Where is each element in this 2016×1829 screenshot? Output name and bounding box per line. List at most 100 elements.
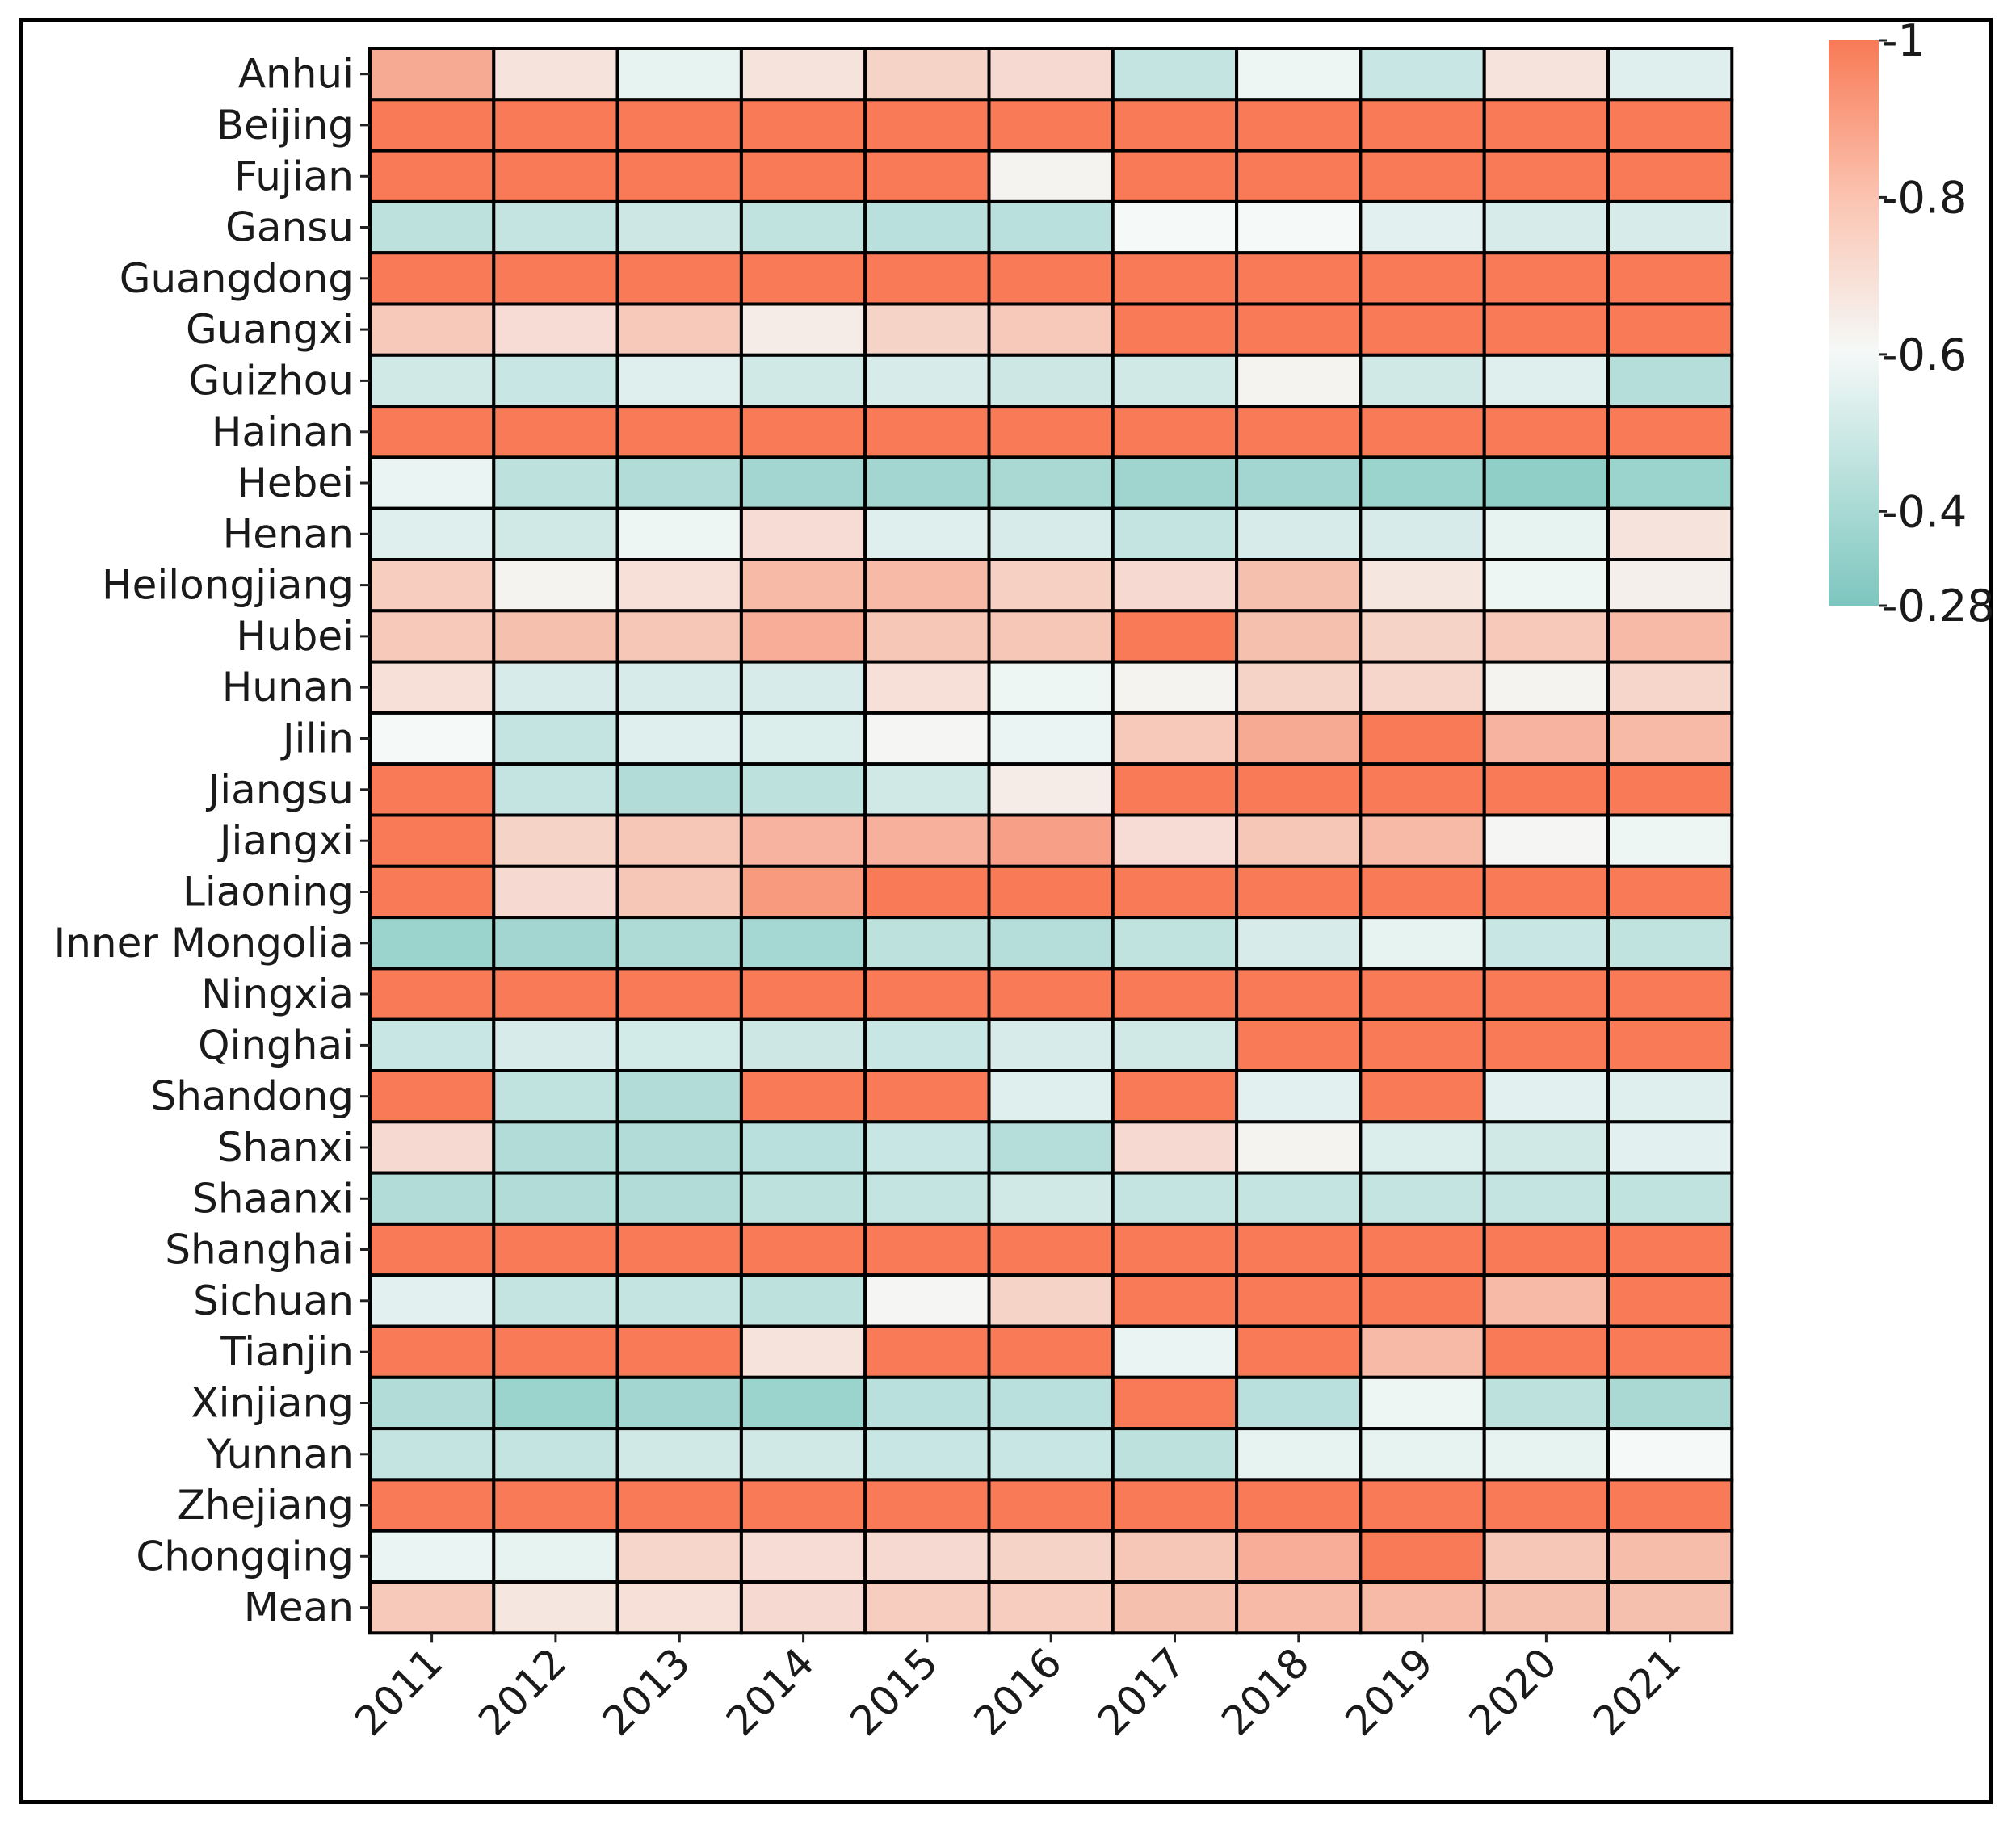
heatmap-cell-liaoning-2017 (1111, 864, 1239, 920)
heatmap-cell-henan-2021 (1606, 506, 1734, 562)
heatmap-cell-shanghai-2019 (1359, 1222, 1486, 1277)
row-label-beijing: Beijing (216, 102, 354, 149)
colorbar-label: -0.8 (1882, 172, 1967, 223)
heatmap-cell-liaoning-2019 (1359, 864, 1486, 920)
heatmap-cell-inner-mongolia-2016 (987, 916, 1115, 971)
heatmap-cell-jiangsu-2013 (615, 762, 743, 817)
heatmap-cell-hubei-2017 (1111, 609, 1239, 664)
heatmap-cell-hunan-2012 (492, 660, 620, 715)
heatmap-cell-shandong-2018 (1235, 1069, 1363, 1124)
row-label-jiangsu: Jiangsu (206, 766, 354, 813)
heatmap-cell-guizhou-2018 (1235, 353, 1363, 409)
heatmap-cell-ningxia-2020 (1482, 967, 1610, 1021)
heatmap-cell-guangdong-2014 (739, 251, 867, 306)
row-label-liaoning: Liaoning (183, 869, 354, 916)
heatmap-cell-shanxi-2016 (987, 1120, 1115, 1175)
heatmap-cell-shanghai-2014 (739, 1222, 867, 1277)
heatmap-cell-hunan-2018 (1235, 660, 1363, 715)
heatmap-cell-guangxi-2020 (1482, 302, 1610, 357)
heatmap-cell-liaoning-2018 (1235, 864, 1363, 920)
heatmap-cell-fujian-2014 (739, 149, 867, 203)
heatmap-cell-ningxia-2015 (863, 967, 991, 1021)
colorbar-label: -0.4 (1882, 486, 1967, 537)
heatmap-cell-anhui-2019 (1359, 47, 1486, 102)
heatmap-cell-inner-mongolia-2015 (863, 916, 991, 971)
heatmap-cell-ningxia-2013 (615, 967, 743, 1021)
heatmap-cell-ningxia-2017 (1111, 967, 1239, 1021)
column-label-2013: 2013 (594, 1639, 699, 1745)
heatmap-cell-xinjiang-2013 (615, 1375, 743, 1431)
heatmap-cell-jiangsu-2021 (1606, 762, 1734, 817)
heatmap-cell-hainan-2016 (987, 405, 1115, 459)
heatmap-cell-fujian-2018 (1235, 149, 1363, 203)
heatmap-cell-qinghai-2012 (492, 1017, 620, 1072)
heatmap-cell-zhejiang-2011 (368, 1478, 496, 1533)
heatmap-cell-mean-2015 (863, 1580, 991, 1635)
heatmap-cell-guizhou-2014 (739, 353, 867, 409)
heatmap-cells (368, 47, 1734, 1635)
heatmap-cell-hebei-2020 (1482, 455, 1610, 510)
heatmap-cell-anhui-2015 (863, 47, 991, 102)
heatmap-cell-zhejiang-2016 (987, 1478, 1115, 1533)
row-label-heilongjiang: Heilongjiang (102, 562, 354, 609)
heatmap-cell-xinjiang-2014 (739, 1375, 867, 1431)
heatmap-cell-hainan-2014 (739, 405, 867, 459)
heatmap-cell-anhui-2017 (1111, 47, 1239, 102)
heatmap-cell-hubei-2014 (739, 609, 867, 664)
heatmap-cell-mean-2012 (492, 1580, 620, 1635)
heatmap-cell-heilongjiang-2018 (1235, 558, 1363, 613)
heatmap-cell-zhejiang-2013 (615, 1478, 743, 1533)
column-label-2016: 2016 (965, 1639, 1071, 1745)
heatmap-cell-guangxi-2012 (492, 302, 620, 357)
heatmap-cell-sichuan-2014 (739, 1273, 867, 1328)
heatmap-cell-jiangxi-2017 (1111, 813, 1239, 868)
row-label-gansu: Gansu (225, 204, 354, 251)
heatmap-cell-ningxia-2021 (1606, 967, 1734, 1021)
heatmap-cell-gansu-2020 (1482, 199, 1610, 255)
row-label-guizhou: Guizhou (188, 357, 354, 404)
heatmap-cell-inner-mongolia-2011 (368, 916, 496, 971)
heatmap-cell-jiangxi-2013 (615, 813, 743, 868)
heatmap-cell-guangxi-2014 (739, 302, 867, 357)
heatmap-cell-qinghai-2019 (1359, 1017, 1486, 1072)
column-label-2018: 2018 (1212, 1639, 1318, 1745)
heatmap-cell-chongqing-2020 (1482, 1529, 1610, 1584)
heatmap-cell-hunan-2020 (1482, 660, 1610, 715)
heatmap-cell-xinjiang-2016 (987, 1375, 1115, 1431)
heatmap-cell-jilin-2021 (1606, 711, 1734, 766)
heatmap-cell-guizhou-2020 (1482, 353, 1610, 409)
row-label-shaanxi: Shaanxi (192, 1175, 354, 1222)
heatmap-cell-anhui-2020 (1482, 47, 1610, 102)
heatmap-cell-shaanxi-2015 (863, 1171, 991, 1226)
heatmap-cell-guizhou-2021 (1606, 353, 1734, 409)
heatmap-cell-zhejiang-2020 (1482, 1478, 1610, 1533)
heatmap-cell-xinjiang-2021 (1606, 1375, 1734, 1431)
heatmap-cell-shanxi-2011 (368, 1120, 496, 1175)
heatmap-cell-hebei-2021 (1606, 455, 1734, 510)
heatmap-cell-jilin-2020 (1482, 711, 1610, 766)
heatmap-cell-guizhou-2017 (1111, 353, 1239, 409)
heatmap-cell-jiangxi-2011 (368, 813, 496, 868)
heatmap-cell-guangxi-2015 (863, 302, 991, 357)
heatmap-cell-beijing-2013 (615, 98, 743, 153)
row-label-henan: Henan (223, 510, 354, 557)
heatmap-cell-henan-2020 (1482, 506, 1610, 562)
heatmap-cell-inner-mongolia-2013 (615, 916, 743, 971)
heatmap-cell-fujian-2019 (1359, 149, 1486, 203)
heatmap-cell-henan-2017 (1111, 506, 1239, 562)
heatmap-cell-jiangxi-2019 (1359, 813, 1486, 868)
heatmap-cell-shandong-2017 (1111, 1069, 1239, 1124)
heatmap-cell-hebei-2019 (1359, 455, 1486, 510)
heatmap-cell-liaoning-2015 (863, 864, 991, 920)
heatmap-cell-tianjin-2014 (739, 1324, 867, 1379)
column-label-2017: 2017 (1089, 1639, 1195, 1745)
heatmap-cell-hebei-2016 (987, 455, 1115, 510)
heatmap-cell-hebei-2013 (615, 455, 743, 510)
heatmap-cell-jiangsu-2016 (987, 762, 1115, 817)
heatmap-cell-qinghai-2020 (1482, 1017, 1610, 1072)
heatmap-cell-fujian-2015 (863, 149, 991, 203)
heatmap-cell-gansu-2014 (739, 199, 867, 255)
row-label-hainan: Hainan (212, 409, 354, 455)
heatmap-cell-guangxi-2019 (1359, 302, 1486, 357)
